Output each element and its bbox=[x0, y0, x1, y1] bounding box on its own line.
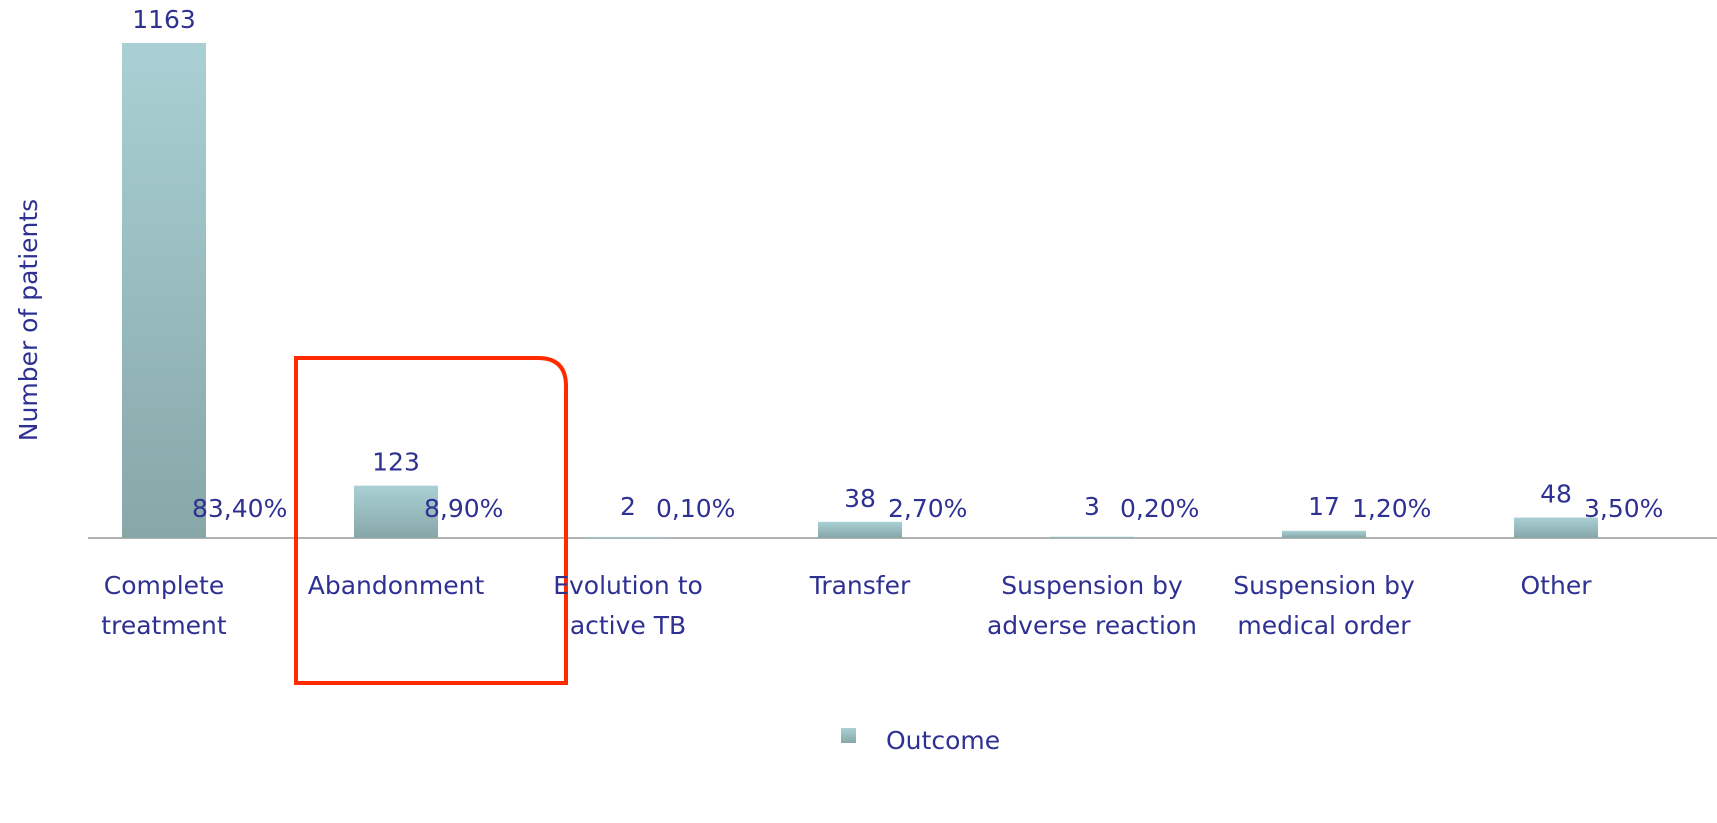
highlight-box bbox=[294, 356, 568, 685]
percentage-label: 2,70% bbox=[888, 494, 967, 523]
percentage-label: 83,40% bbox=[192, 494, 287, 523]
x-tick-label: Evolution to active TB bbox=[553, 571, 703, 640]
value-label: 17 bbox=[1308, 492, 1340, 521]
percentage-label: 8,90% bbox=[424, 494, 503, 523]
x-tick-label: Abandonment bbox=[307, 571, 485, 600]
value-label: 123 bbox=[372, 448, 420, 477]
bar bbox=[818, 521, 902, 538]
percentage-label: 0,20% bbox=[1120, 494, 1199, 523]
x-tick-label: Transfer bbox=[809, 571, 911, 600]
percentage-label: 0,10% bbox=[656, 494, 735, 523]
bar bbox=[586, 537, 670, 539]
bar bbox=[122, 42, 206, 538]
value-label: 1163 bbox=[132, 5, 196, 34]
bar bbox=[1050, 536, 1134, 538]
x-tick-label: Complete treatment bbox=[101, 571, 227, 640]
bar bbox=[354, 485, 438, 538]
x-tick-label: Other bbox=[1520, 571, 1592, 600]
y-axis-label: Number of patients bbox=[14, 199, 43, 441]
bar bbox=[1514, 517, 1598, 538]
bar bbox=[1282, 530, 1366, 538]
legend-swatch bbox=[841, 728, 856, 743]
value-label: 48 bbox=[1540, 480, 1572, 509]
value-label: 3 bbox=[1084, 492, 1100, 521]
value-label: 2 bbox=[620, 492, 636, 521]
value-label: 38 bbox=[844, 484, 876, 513]
percentage-label: 3,50% bbox=[1584, 494, 1663, 523]
percentage-label: 1,20% bbox=[1352, 494, 1431, 523]
x-tick-label: Suspension by adverse reaction bbox=[986, 571, 1198, 640]
x-tick-label: Suspension by medical order bbox=[1233, 571, 1415, 640]
legend-label: Outcome bbox=[886, 726, 1000, 755]
